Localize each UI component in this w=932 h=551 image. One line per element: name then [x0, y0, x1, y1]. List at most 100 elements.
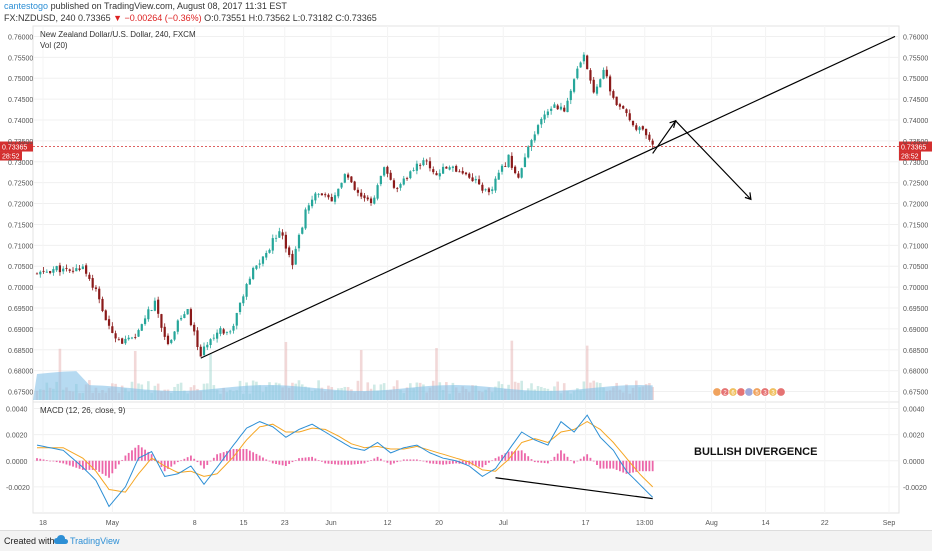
candle-body	[497, 172, 500, 180]
macd-histogram-bar	[268, 460, 271, 462]
candle-body	[530, 140, 533, 147]
candle-body	[134, 337, 137, 338]
y-tick-right: 0.75000	[903, 76, 928, 83]
candle-body	[157, 299, 160, 314]
macd-histogram-bar	[599, 460, 602, 469]
main-pane-frame	[32, 25, 900, 403]
price-change: ▼ −0.00264 (−0.36%)	[113, 13, 202, 23]
macd-histogram-bar	[537, 460, 539, 463]
macd-histogram-bar	[409, 459, 412, 461]
candle-body	[435, 173, 438, 176]
candle-body	[219, 328, 222, 334]
macd-histogram-bar	[242, 449, 245, 461]
macd-y-tick-left: 0.0040	[6, 407, 28, 414]
macd-histogram-bar	[229, 450, 232, 461]
macd-histogram-bar	[235, 449, 238, 461]
macd-histogram-bar	[111, 460, 114, 474]
candle-body	[383, 167, 386, 176]
candle-body	[206, 344, 209, 348]
macd-histogram-bar	[628, 460, 631, 474]
macd-histogram-bar	[219, 453, 222, 461]
candle-body	[451, 166, 455, 168]
macd-histogram-bar	[258, 455, 261, 461]
y-tick-left: 0.68000	[8, 369, 33, 376]
candle-body	[333, 195, 337, 202]
macd-histogram-bar	[275, 460, 277, 465]
candle-body	[631, 120, 635, 126]
candle-body	[166, 335, 170, 345]
macd-histogram-bar	[265, 459, 268, 461]
publish-info: published on TradingView.com, August 08,…	[50, 1, 287, 11]
y-tick-right: 0.73000	[903, 160, 928, 167]
candle-body	[222, 329, 225, 334]
macd-histogram-bar	[504, 453, 507, 461]
candle-body	[274, 237, 278, 239]
candle-body	[52, 269, 55, 273]
event-badge	[712, 387, 722, 397]
macd-histogram-bar	[393, 460, 395, 464]
candle-body	[612, 91, 615, 98]
candle-body	[576, 68, 579, 79]
macd-histogram-bar	[533, 460, 536, 463]
candle-body	[265, 252, 268, 258]
macd-histogram-bar	[494, 458, 497, 461]
macd-histogram-bar	[353, 460, 356, 465]
macd-histogram-bar	[546, 460, 549, 464]
high-value: H:0.73562	[248, 13, 291, 23]
macd-histogram-bar	[350, 460, 353, 465]
candle-body	[261, 256, 265, 264]
candle-body	[35, 273, 39, 275]
tradingview-link[interactable]: TradingView	[70, 536, 120, 546]
candle-body	[353, 181, 356, 190]
macd-histogram-bar	[124, 455, 127, 461]
bullish-divergence-label: BULLISH DIVERGENCE	[694, 446, 817, 458]
candle-body	[330, 196, 333, 202]
macd-histogram-bar	[481, 460, 484, 468]
macd-line	[36, 414, 654, 508]
volume-bar	[510, 340, 514, 400]
candle-body	[638, 127, 641, 131]
macd-histogram-bar	[288, 460, 291, 465]
candle-body	[625, 109, 628, 114]
macd-histogram-bar	[648, 460, 651, 472]
candle-body	[602, 69, 605, 79]
macd-histogram-bar	[589, 457, 592, 461]
y-tick-left: 0.71000	[8, 243, 33, 250]
macd-histogram-bar	[104, 460, 107, 476]
author-name[interactable]: cantestogo	[4, 1, 49, 11]
volume-ma-area	[33, 371, 653, 400]
candle-body	[405, 178, 409, 180]
candle-body	[540, 118, 543, 125]
candle-body	[98, 288, 101, 300]
candle-body	[520, 168, 523, 178]
candle-body	[386, 166, 389, 174]
macd-histogram-bar	[582, 456, 585, 461]
macd-histogram-bar	[65, 460, 68, 465]
candle-body	[71, 270, 75, 272]
candle-body	[117, 339, 120, 341]
macd-histogram-bar	[517, 450, 520, 461]
event-badge-count: 2	[723, 391, 727, 397]
chart-title: New Zealand Dollar/U.S. Dollar, 240, FXC…	[40, 30, 196, 39]
y-tick-left: 0.72500	[8, 181, 33, 188]
macd-histogram-bar	[81, 460, 84, 470]
candle-body	[419, 164, 422, 166]
macd-histogram-bar	[438, 460, 441, 465]
macd-histogram-bar	[196, 460, 199, 463]
candle-body	[317, 193, 320, 195]
y-tick-left: 0.72000	[8, 202, 33, 209]
price-axes: 0.76000 0.76000 0.75500 0.75500 0.75000 0.750…	[6, 34, 928, 491]
macd-histogram-bar	[226, 451, 228, 461]
candle-body	[648, 134, 651, 140]
candle-body	[461, 171, 464, 174]
candle-body	[536, 125, 540, 134]
y-tick-right: 0.71500	[903, 222, 928, 229]
macd-histogram-bar	[68, 460, 71, 466]
candle-body	[140, 324, 143, 331]
symbol-label: FX:NZDUSD, 240	[4, 13, 76, 23]
macd-histogram-bar	[334, 460, 336, 465]
macd-histogram-bar	[199, 460, 202, 466]
divergence-line	[495, 477, 653, 500]
macd-histogram-bar	[520, 450, 523, 461]
